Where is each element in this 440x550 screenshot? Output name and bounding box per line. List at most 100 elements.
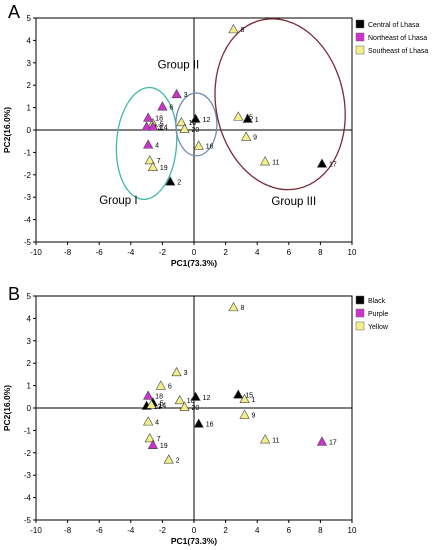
y-tick-label: -2	[24, 449, 32, 458]
point-label: 9	[252, 413, 256, 420]
group-ellipse-group-ii	[175, 92, 218, 157]
point-label: 15	[245, 393, 253, 400]
data-point	[179, 123, 190, 133]
legend-label: Black	[368, 298, 386, 305]
y-tick-label: -3	[24, 471, 32, 480]
x-tick-label: -4	[127, 248, 135, 257]
point-label: 2	[177, 180, 181, 187]
data-point	[146, 399, 157, 409]
point-label: 8	[241, 305, 245, 312]
point-label: 7	[157, 436, 161, 443]
group-ellipse-group-iii	[214, 18, 346, 191]
x-tick-label: 2	[223, 526, 228, 535]
y-tick-label: 5	[27, 14, 32, 23]
x-tick-label: 4	[255, 248, 260, 257]
data-point	[190, 113, 201, 123]
legend-swatch	[355, 308, 365, 318]
x-tick-label: 6	[287, 526, 292, 535]
y-tick-label: 4	[27, 314, 32, 323]
x-tick-label: -6	[96, 526, 104, 535]
point-label: 2	[176, 458, 180, 465]
data-point	[193, 140, 204, 150]
data-point	[259, 434, 271, 444]
legend-label: Purple	[368, 311, 388, 318]
x-tick-label: 10	[348, 526, 357, 535]
data-point	[144, 155, 155, 165]
point-label: 11	[272, 437, 279, 444]
point-label: 8	[241, 27, 245, 34]
legend-swatch	[355, 19, 365, 29]
data-point	[143, 416, 154, 426]
point-label: 19	[160, 165, 168, 172]
data-point	[174, 394, 185, 405]
point-label: 1	[252, 397, 256, 404]
legend-label: Northeast of Lhasa	[368, 35, 427, 42]
point-label: 6	[169, 104, 173, 111]
y-tick-label: 0	[27, 126, 32, 135]
point-label: 18	[155, 394, 163, 401]
point-label: 3	[184, 92, 188, 99]
point-label: 17	[329, 162, 337, 169]
y-tick-label: -1	[24, 148, 32, 157]
data-point	[143, 139, 154, 149]
panel-a: A-10 -8 -6 -4 -2 0 2 4 6 8 10-5-4-3-2-1012345PC1(7…	[2, 2, 428, 268]
data-point	[147, 439, 159, 449]
legend-swatch	[355, 45, 365, 55]
data-point	[190, 391, 201, 401]
group-label: Group III	[271, 196, 316, 208]
x-tick-label: -2	[159, 526, 167, 535]
y-tick-label: 2	[27, 359, 32, 368]
legend-label: Yellow	[368, 324, 389, 331]
point-label: 1	[255, 117, 259, 124]
data-point	[316, 158, 328, 168]
data-point	[233, 389, 244, 399]
point-label: 14	[158, 403, 166, 410]
data-point	[228, 301, 239, 312]
data-point	[165, 176, 176, 186]
y-tick-label: -3	[24, 193, 32, 202]
group-label: Group I	[99, 195, 137, 207]
data-point	[176, 116, 187, 127]
point-label: 5	[160, 400, 164, 407]
point-label: 4	[155, 143, 159, 150]
point-label: 20	[192, 405, 200, 412]
group-ellipse-group-i	[115, 86, 178, 200]
point-label: 9	[253, 135, 257, 142]
point-label: 10	[187, 398, 195, 405]
panel-label: A	[8, 2, 20, 22]
x-tick-label: 4	[255, 526, 260, 535]
x-tick-label: -8	[64, 526, 72, 535]
group-label: Group II	[158, 59, 200, 71]
x-axis-title: PC1(73.3%)	[171, 258, 217, 268]
point-label: 12	[203, 395, 211, 402]
data-point	[143, 390, 154, 400]
y-tick-label: -1	[24, 426, 32, 435]
legend-label: Southeast of Lhasa	[368, 48, 428, 55]
data-point	[157, 101, 168, 111]
data-point	[155, 380, 166, 390]
y-axis-title: PC2(16.0%)	[2, 107, 12, 153]
x-tick-label: -2	[159, 248, 167, 257]
y-tick-label: 3	[27, 337, 32, 346]
point-label: 11	[272, 159, 279, 166]
x-tick-label: 0	[192, 526, 197, 535]
point-label: 7	[157, 158, 161, 165]
data-point	[239, 393, 250, 404]
y-tick-label: 5	[27, 292, 32, 301]
data-point	[233, 111, 244, 121]
x-tick-label: -10	[30, 248, 42, 257]
y-tick-label: -5	[24, 516, 32, 525]
y-tick-label: -5	[24, 238, 32, 247]
y-tick-label: 3	[27, 59, 32, 68]
data-point	[228, 23, 239, 34]
data-point	[144, 433, 155, 443]
point-label: 5	[160, 121, 164, 128]
point-label: 17	[329, 440, 337, 447]
x-axis-title: PC1(73.3%)	[171, 536, 217, 546]
x-tick-label: -4	[127, 526, 135, 535]
x-tick-label: 8	[318, 526, 323, 535]
point-label: 12	[203, 117, 211, 124]
x-tick-label: 2	[223, 248, 228, 257]
data-point	[179, 401, 190, 411]
point-label: 13	[154, 404, 162, 411]
